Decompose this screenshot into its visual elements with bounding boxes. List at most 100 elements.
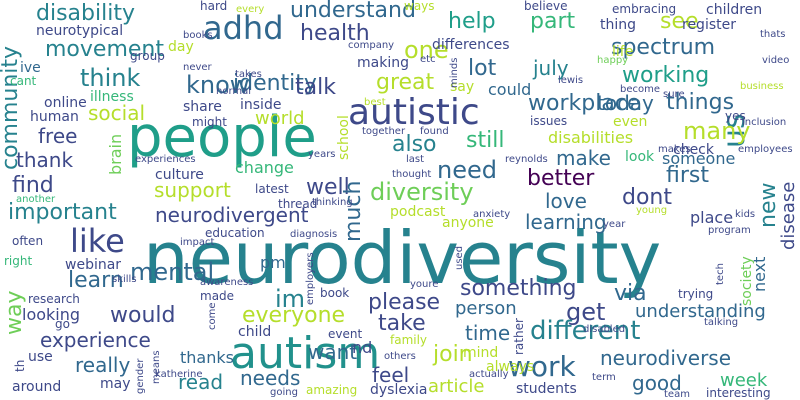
word: things xyxy=(666,90,735,115)
word: inside xyxy=(240,97,282,113)
word: great xyxy=(376,70,435,95)
word: students xyxy=(516,381,577,397)
word: online xyxy=(44,95,87,111)
word: education xyxy=(205,226,265,240)
word: takes xyxy=(235,69,262,80)
word: important xyxy=(8,200,117,225)
word: would xyxy=(110,303,176,328)
word: make xyxy=(556,146,611,170)
word: working xyxy=(622,63,710,88)
word: disabilities xyxy=(548,128,634,147)
word: found xyxy=(420,126,449,137)
word: th xyxy=(13,359,27,372)
word: love xyxy=(545,189,587,213)
word: mental xyxy=(130,258,215,286)
word: always xyxy=(486,359,535,375)
word: team xyxy=(664,389,690,400)
word: register xyxy=(682,17,736,33)
word: business xyxy=(740,81,784,92)
word: autistic xyxy=(348,92,480,133)
word: feel xyxy=(372,363,410,387)
word: best xyxy=(364,97,386,108)
word: disability xyxy=(36,1,135,26)
word: use xyxy=(28,349,53,365)
word: book xyxy=(320,286,350,300)
word: making xyxy=(357,55,409,71)
word: makes xyxy=(658,144,691,155)
word: say xyxy=(450,79,475,95)
word: much xyxy=(341,180,366,242)
word: know xyxy=(186,71,250,99)
word: check xyxy=(673,142,714,158)
word: identity xyxy=(233,71,317,96)
word: yes xyxy=(725,109,746,123)
word: might xyxy=(192,115,227,129)
word: anxiety xyxy=(473,209,511,220)
word: part xyxy=(530,9,576,34)
word: right xyxy=(4,254,33,268)
word: disease xyxy=(778,181,799,250)
word: well xyxy=(306,175,350,200)
word: still xyxy=(466,128,505,153)
word: research xyxy=(28,292,80,306)
word: join xyxy=(433,342,473,367)
word: webinar xyxy=(65,257,122,273)
word: want xyxy=(308,340,358,364)
word: issues xyxy=(530,114,568,128)
word: im xyxy=(275,285,306,313)
word: term xyxy=(592,372,616,383)
word: cant xyxy=(10,74,37,88)
word: different xyxy=(530,316,641,346)
word: thought xyxy=(392,169,432,180)
word: hard xyxy=(200,0,228,13)
word: someone xyxy=(662,149,736,168)
word: people xyxy=(127,105,317,170)
word: thats xyxy=(760,29,786,40)
word: think xyxy=(80,64,141,92)
word: often xyxy=(12,234,44,248)
word: world xyxy=(255,108,305,129)
word: rather xyxy=(512,318,526,355)
word: help xyxy=(448,9,496,34)
word: neurodivergent xyxy=(155,203,309,227)
word: social xyxy=(88,101,146,125)
word: youre xyxy=(410,279,439,290)
word: first xyxy=(666,163,709,188)
word: one xyxy=(404,36,449,64)
word: embracing xyxy=(612,2,677,16)
word: dyslexia xyxy=(370,382,428,398)
word: go xyxy=(55,317,70,331)
word: could xyxy=(488,80,532,99)
word: made xyxy=(200,289,235,303)
word: thinking xyxy=(312,197,353,208)
word: thread xyxy=(278,197,318,211)
word: together xyxy=(362,126,406,137)
word: lot xyxy=(468,56,497,81)
word: anyone xyxy=(442,215,494,231)
word: via xyxy=(614,281,647,306)
word: share xyxy=(183,99,222,115)
word: never xyxy=(183,62,212,73)
word: happy xyxy=(597,55,629,66)
word: school xyxy=(336,115,352,160)
word: autism xyxy=(230,328,381,379)
word: normal xyxy=(216,86,252,97)
word: life xyxy=(612,44,634,60)
word: human xyxy=(30,109,79,125)
word: employers xyxy=(305,252,316,305)
word: many xyxy=(683,117,751,145)
word: tech xyxy=(715,263,726,285)
word: need xyxy=(437,156,497,184)
word: sure xyxy=(663,89,685,100)
word: last xyxy=(406,154,425,165)
word: good xyxy=(632,371,682,395)
word: differences xyxy=(432,37,510,53)
word: inclusion xyxy=(742,117,787,128)
word: also xyxy=(392,132,437,157)
word: please xyxy=(368,290,441,315)
word: family xyxy=(390,333,428,347)
word: awareness xyxy=(200,277,254,288)
word: person xyxy=(455,298,517,319)
word: even xyxy=(613,114,648,130)
word: others xyxy=(384,351,416,362)
